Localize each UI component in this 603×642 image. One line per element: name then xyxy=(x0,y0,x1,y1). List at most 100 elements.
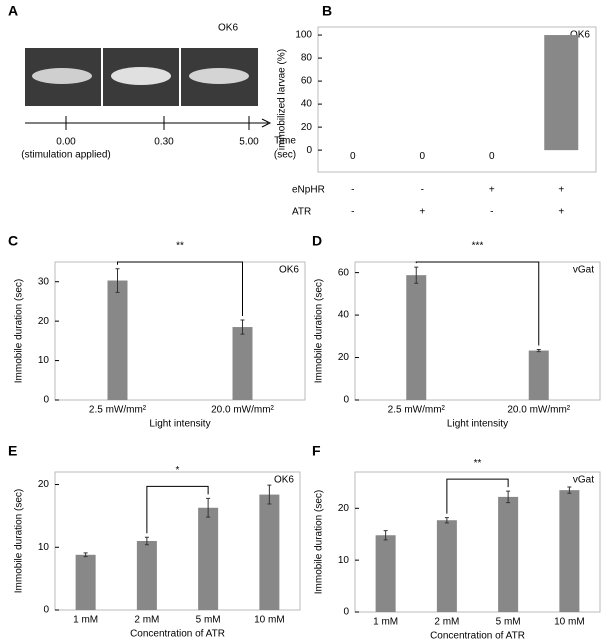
error-bar xyxy=(506,490,511,504)
error-bar xyxy=(206,497,211,518)
y-tick-label: 60 xyxy=(338,267,350,278)
x-axis-label: Concentration of ATR xyxy=(430,631,525,642)
significance-bracket xyxy=(415,261,540,346)
bar xyxy=(232,327,253,400)
y-tick-label: 20 xyxy=(38,479,50,490)
row-sign: + xyxy=(558,207,564,218)
value-label: 0 xyxy=(350,151,356,162)
y-tick-label: 0 xyxy=(306,145,312,156)
significance-bracket xyxy=(117,261,243,316)
error-bar xyxy=(267,484,272,505)
plot-frame xyxy=(354,261,601,401)
x-tick-label: 2 mM xyxy=(134,615,159,626)
y-axis-label: Immobile duration (sec) xyxy=(14,489,25,593)
axis-label: Time xyxy=(274,136,296,147)
panel-label: D xyxy=(312,233,322,249)
y-tick-label: 0 xyxy=(343,395,349,406)
annotation: OK6 xyxy=(279,265,299,276)
row-name: ATR xyxy=(292,207,311,218)
annotation: vGat xyxy=(573,265,594,276)
x-axis-label: Light intensity xyxy=(149,419,210,430)
larva-photos xyxy=(25,48,258,106)
panel-label: F xyxy=(312,443,321,459)
row-sign: + xyxy=(419,207,425,218)
row-name: eNpHR xyxy=(292,185,325,196)
plot-frame xyxy=(54,261,306,401)
error-bar xyxy=(414,266,419,284)
significance-bracket xyxy=(446,478,509,514)
y-axis-label: Immobile duration (sec) xyxy=(314,490,325,594)
panel-label: A xyxy=(8,3,18,19)
y-tick-label: 20 xyxy=(38,316,50,327)
time-label: 0.00 xyxy=(56,137,76,148)
row-sign: - xyxy=(421,185,424,196)
significance-label: ** xyxy=(176,241,184,252)
error-bar xyxy=(115,268,120,293)
y-tick-label: 10 xyxy=(338,555,350,566)
y-axis-label: immobilized larvae (%) xyxy=(277,49,288,150)
plot-frame xyxy=(354,471,601,613)
y-tick-label: 40 xyxy=(338,310,350,321)
x-tick-label: 1 mM xyxy=(373,617,398,628)
axis-label: (sec) xyxy=(274,150,296,161)
value-label: 0 xyxy=(419,151,425,162)
x-tick-label: 20.0 mW/mm² xyxy=(507,405,570,416)
annotation: OK6 xyxy=(218,23,238,34)
x-tick-label: 2 mM xyxy=(434,617,459,628)
x-tick-label: 20.0 mW/mm² xyxy=(211,405,274,416)
bar xyxy=(136,541,157,610)
y-tick-label: 60 xyxy=(301,76,313,87)
row-sign: - xyxy=(351,207,354,218)
bar xyxy=(75,554,96,610)
y-tick-label: 20 xyxy=(301,122,313,133)
bar xyxy=(259,494,280,610)
panel-label: E xyxy=(8,443,17,459)
value-label: 0 xyxy=(489,151,495,162)
significance-label: *** xyxy=(472,241,484,252)
error-bar xyxy=(144,536,149,546)
bar xyxy=(375,535,396,612)
error-bar xyxy=(83,552,88,558)
x-axis-label: Concentration of ATR xyxy=(130,629,225,640)
time-note: (stimulation applied) xyxy=(21,150,111,161)
time-label: 5.00 xyxy=(239,137,259,148)
y-tick-label: 20 xyxy=(338,352,350,363)
row-sign: - xyxy=(490,207,493,218)
y-tick-label: 0 xyxy=(43,605,49,616)
bar xyxy=(436,520,457,612)
x-tick-label: 5 mM xyxy=(496,617,521,628)
y-tick-label: 0 xyxy=(343,607,349,618)
y-axis-label: Immobile duration (sec) xyxy=(314,279,325,383)
error-bar xyxy=(567,486,572,494)
y-tick-label: 0 xyxy=(43,395,49,406)
x-tick-label: 10 mM xyxy=(554,617,585,628)
annotation: OK6 xyxy=(570,30,590,41)
significance-label: * xyxy=(176,465,180,476)
bar xyxy=(107,280,128,400)
y-tick-label: 10 xyxy=(38,355,50,366)
error-bar xyxy=(383,530,388,541)
bar xyxy=(498,496,519,612)
bar xyxy=(406,275,427,400)
x-tick-label: 2.5 mW/mm² xyxy=(388,405,446,416)
bar xyxy=(559,490,580,612)
panel-label: B xyxy=(322,3,332,19)
plot-frame xyxy=(317,26,597,173)
x-axis-label: Light intensity xyxy=(447,419,508,430)
x-tick-label: 1 mM xyxy=(73,615,98,626)
bar xyxy=(198,507,219,610)
x-tick-label: 5 mM xyxy=(196,615,221,626)
significance-bracket xyxy=(146,485,209,534)
row-sign: + xyxy=(558,185,564,196)
y-axis-label: Immobile duration (sec) xyxy=(14,279,25,383)
significance-label: ** xyxy=(474,458,482,469)
error-bar xyxy=(444,517,449,524)
annotation: OK6 xyxy=(274,475,294,486)
x-tick-label: 2.5 mW/mm² xyxy=(89,405,147,416)
y-tick-label: 80 xyxy=(301,53,313,64)
bar xyxy=(528,350,549,400)
timeline-axis xyxy=(25,116,272,130)
bar xyxy=(544,35,579,151)
panel-label: C xyxy=(8,233,18,249)
y-tick-label: 30 xyxy=(38,276,50,287)
